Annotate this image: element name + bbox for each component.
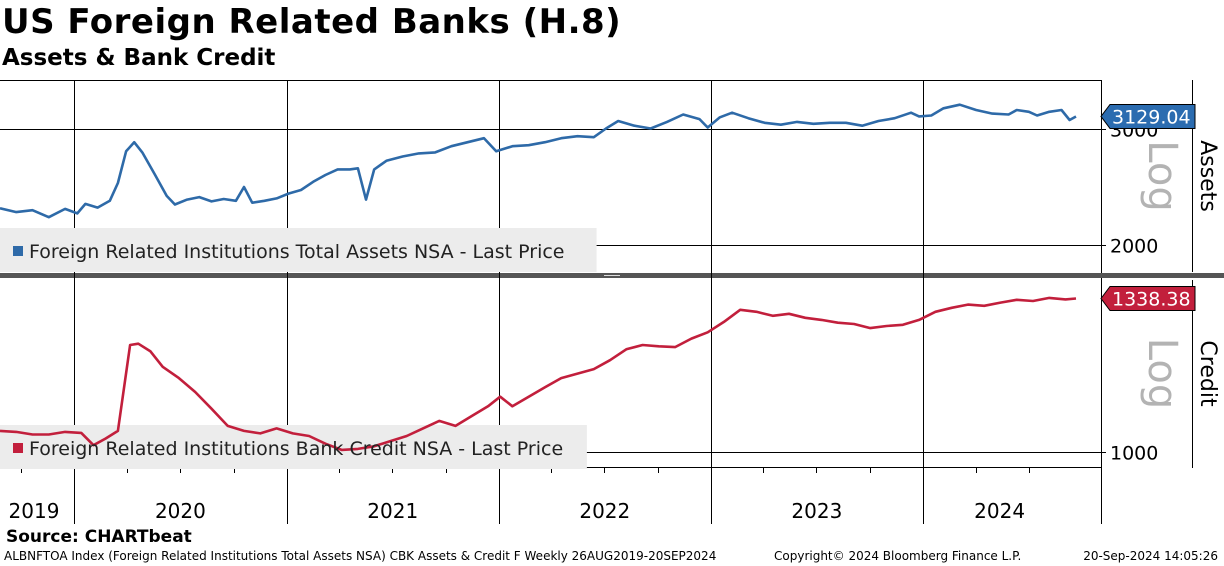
x-tick-label: 2019 bbox=[9, 499, 60, 523]
legend-label: Foreign Related Institutions Bank Credit… bbox=[29, 438, 563, 460]
y-axis-label: Assets bbox=[1195, 140, 1220, 212]
x-tick-label: 2021 bbox=[367, 499, 418, 523]
series-line-top bbox=[0, 103, 1077, 219]
legend-box bbox=[0, 228, 597, 272]
x-tick-label: 2020 bbox=[155, 499, 206, 523]
series-line-bottom bbox=[0, 296, 1077, 452]
chart-title: US Foreign Related Banks (H.8) bbox=[2, 2, 622, 42]
legend-swatch bbox=[13, 443, 23, 453]
x-tick-label: 2022 bbox=[579, 499, 630, 523]
legend-backgrounds bbox=[0, 228, 597, 469]
x-tick-label: 2023 bbox=[791, 499, 842, 523]
last-price-badge: 1338.38 bbox=[1100, 286, 1196, 311]
y-tick-label: 1000 bbox=[1110, 443, 1158, 465]
log-scale-label: Log bbox=[1139, 140, 1185, 211]
last-price-label: 3129.04 bbox=[1112, 106, 1191, 128]
source-label: Source: CHARTbeat bbox=[6, 527, 192, 547]
legend-swatch bbox=[13, 246, 23, 256]
last-price-label: 1338.38 bbox=[1112, 289, 1191, 311]
x-tick-label: 2024 bbox=[974, 499, 1025, 523]
chart-text: 2019 2020 2021 2022 2023 202420003000Foreign … bbox=[9, 103, 1220, 523]
y-tick-label: 2000 bbox=[1110, 236, 1158, 258]
log-scale-label: Log bbox=[1139, 338, 1185, 409]
footer-timestamp: 20-Sep-2024 14:05:26 bbox=[1083, 549, 1218, 563]
series-lines bbox=[0, 103, 1077, 452]
last-price-badge: 3129.04 bbox=[1100, 103, 1196, 129]
y-axis-label: Credit bbox=[1195, 340, 1220, 407]
legend-label: Foreign Related Institutions Total Asset… bbox=[29, 241, 565, 263]
chart-subtitle: Assets & Bank Credit bbox=[2, 45, 276, 71]
footer-copyright: Copyright© 2024 Bloomberg Finance L.P. bbox=[774, 549, 1022, 563]
footer-left: ALBNFTOA Index (Foreign Related Institut… bbox=[4, 549, 717, 563]
